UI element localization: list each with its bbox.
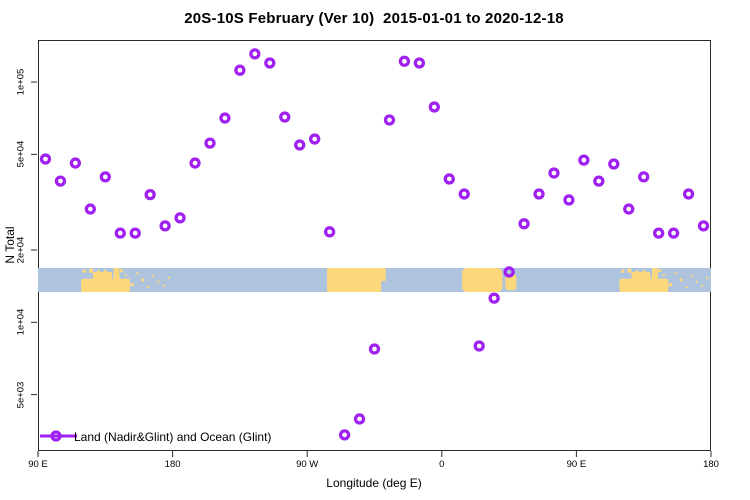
land-island-spot [669,283,673,287]
land-island-spot [89,268,94,273]
data-point [383,114,396,126]
data-point [473,340,485,352]
land-south-america-tail [381,267,386,282]
land-madagascar [505,273,517,291]
y-tick-label: 1e+05 [15,68,27,96]
land-island-spot [635,270,639,274]
land-island-spot [674,272,677,275]
data-point [638,171,650,183]
data-point [353,413,366,425]
data-point [189,157,201,169]
land-island-spot [97,270,101,274]
data-point [84,203,96,215]
land-island-spot [119,269,123,273]
land-australia-spike [113,267,120,292]
land-island-spot [706,276,709,279]
land-island-spot [162,284,165,287]
x-tick-label: 90 W [296,459,319,470]
data-point [458,188,470,200]
land-island-spot [157,280,160,283]
data-point [488,292,500,304]
land-australia-bump [631,272,651,292]
legend-marker-icon [50,430,62,442]
data-point [593,175,605,187]
data-point [413,57,426,69]
land-island-spot [690,274,693,277]
data-point [563,194,575,206]
x-tick-label: 90 E [566,459,587,470]
land-island-spot [685,286,688,289]
data-point [503,266,515,278]
data-point [518,218,530,230]
x-tick-label: 90 E [28,459,48,470]
data-point [309,133,321,145]
land-island-spot [141,278,145,282]
land-island-spot [642,270,646,274]
data-point [398,55,411,67]
x-axis-label: Longitude (deg E) [326,476,422,490]
land-island-spot [130,283,134,287]
data-point [99,171,111,183]
data-point [219,112,231,124]
land-island-spot [82,269,86,273]
data-point [323,226,336,238]
data-point [279,111,291,123]
land-africa [461,267,503,292]
data-point [697,220,710,232]
land-island-spot [136,272,139,275]
data-point [428,101,440,113]
data-point [653,227,665,239]
land-island-spot [152,274,155,277]
x-tick-label: 0 [439,459,445,470]
data-point [548,167,560,179]
land-island-spot [146,286,149,289]
land-island-spot [627,268,632,273]
data-point [294,139,306,151]
data-point [54,175,67,187]
data-point [667,227,680,239]
land-island-spot [662,274,665,277]
x-tick-label: 180 [164,459,181,470]
data-point [682,188,695,200]
data-point [264,57,276,69]
land-island-spot [679,278,683,282]
land-island-spot [103,270,107,274]
land-island-spot [621,269,625,273]
data-point [623,203,635,215]
data-point [443,173,455,185]
land-south-america [327,267,382,292]
data-point [114,227,126,239]
data-point [338,429,351,441]
land-island-spot [701,284,704,287]
data-point [204,137,216,149]
land-australia-bump [93,272,113,292]
x-tick-label: 180 [703,459,719,470]
land-island-spot [124,274,127,277]
data-point [159,220,171,232]
data-point [39,153,52,165]
y-tick-label: 2e+04 [15,236,27,264]
data-point [578,154,590,166]
y-tick-label: 5e+04 [15,141,27,168]
land-island-spot [167,276,170,279]
y-tick-label: 5e+03 [15,381,27,408]
data-point [174,212,186,224]
data-point [129,227,141,239]
land-island-spot [695,280,698,283]
legend-label: Land (Nadir&Glint) and Ocean (Glint) [74,430,272,444]
data-point [368,343,381,355]
data-point [249,48,261,60]
data-point [144,188,156,201]
data-point [533,188,545,200]
data-point [69,157,82,169]
land-island-spot [658,269,662,273]
data-point [608,158,620,170]
land-australia-spike [651,267,658,292]
data-point [234,64,246,76]
chart-title: 20S-10S February (Ver 10) 2015-01-01 to … [184,10,564,27]
y-tick-label: 1e+04 [15,308,27,336]
plot-area [38,40,711,451]
